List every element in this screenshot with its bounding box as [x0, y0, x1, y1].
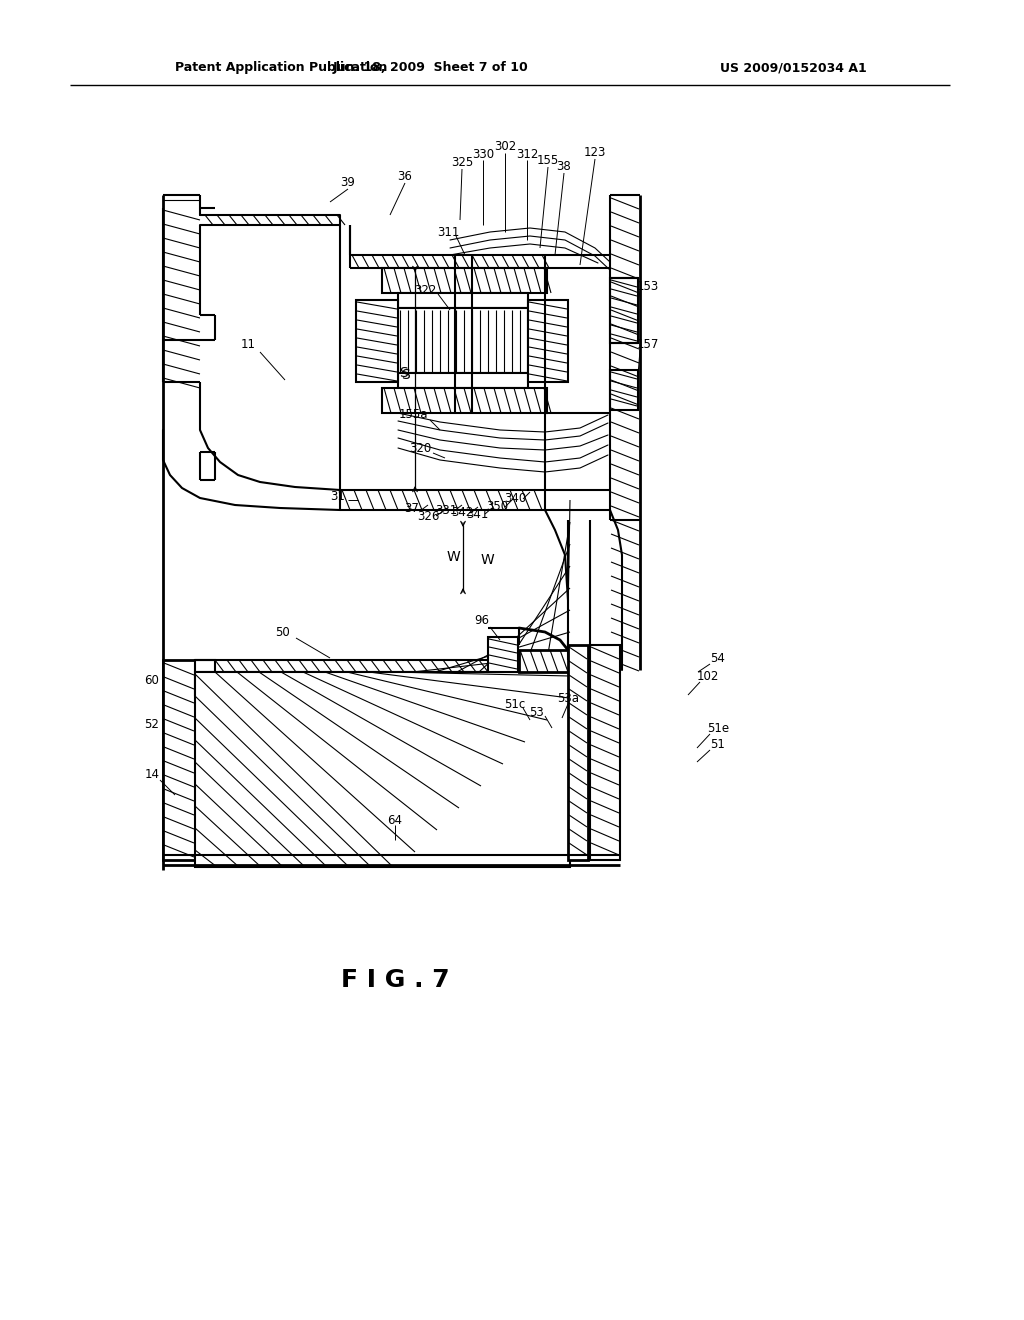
Text: 50: 50 — [275, 626, 291, 639]
Bar — [195, 660, 215, 696]
Text: 322: 322 — [414, 284, 436, 297]
Text: 54: 54 — [711, 652, 725, 664]
Text: 155: 155 — [537, 153, 559, 166]
Bar — [519, 649, 569, 672]
Text: F I G . 7: F I G . 7 — [341, 968, 450, 993]
Bar — [398, 374, 528, 388]
Text: 38: 38 — [557, 161, 571, 173]
Text: 37: 37 — [404, 503, 420, 516]
Text: 51c: 51c — [505, 697, 525, 710]
Text: 11: 11 — [241, 338, 256, 351]
Bar — [382, 388, 547, 413]
Bar — [356, 300, 398, 381]
Text: 123: 123 — [584, 147, 606, 160]
Text: 36: 36 — [397, 170, 413, 183]
Text: 320: 320 — [409, 441, 431, 454]
Bar — [210, 700, 228, 725]
Text: 53a: 53a — [557, 692, 579, 705]
Text: 350: 350 — [486, 500, 508, 513]
Text: 14: 14 — [144, 768, 160, 781]
Text: 341: 341 — [466, 507, 488, 520]
Text: 52: 52 — [144, 718, 160, 731]
Text: S: S — [398, 366, 408, 380]
Text: 157: 157 — [637, 338, 659, 351]
Bar — [488, 638, 518, 672]
Text: Jun. 18, 2009  Sheet 7 of 10: Jun. 18, 2009 Sheet 7 of 10 — [332, 62, 528, 74]
Text: 326: 326 — [417, 510, 439, 523]
Text: 325: 325 — [451, 156, 473, 169]
Bar — [610, 370, 638, 411]
Text: 96: 96 — [474, 615, 489, 627]
Text: 330: 330 — [472, 148, 494, 161]
Bar — [195, 672, 570, 867]
Bar — [382, 268, 547, 293]
Bar — [568, 645, 588, 861]
Text: 102: 102 — [696, 669, 719, 682]
Text: 311: 311 — [437, 226, 459, 239]
Text: 312: 312 — [516, 148, 539, 161]
Bar — [398, 308, 528, 374]
Text: S: S — [400, 368, 410, 381]
Text: Patent Application Publication: Patent Application Publication — [175, 62, 387, 74]
Text: W: W — [446, 550, 460, 564]
Text: 31: 31 — [331, 491, 345, 503]
Text: US 2009/0152034 A1: US 2009/0152034 A1 — [720, 62, 866, 74]
Text: 302: 302 — [494, 140, 516, 153]
Bar — [528, 300, 568, 381]
Text: 155a: 155a — [398, 408, 428, 421]
Text: 51: 51 — [711, 738, 725, 751]
Bar — [610, 279, 638, 343]
Text: W: W — [480, 553, 494, 568]
Text: 153: 153 — [637, 281, 659, 293]
Bar — [398, 293, 528, 308]
Text: 51e: 51e — [707, 722, 729, 734]
Text: 342: 342 — [451, 507, 473, 520]
Text: 331: 331 — [435, 504, 457, 517]
Text: 340: 340 — [504, 492, 526, 506]
Text: 60: 60 — [144, 673, 160, 686]
Text: 39: 39 — [341, 177, 355, 190]
Bar — [163, 660, 195, 861]
Text: 64: 64 — [387, 813, 402, 826]
Bar — [590, 645, 620, 861]
Text: 53: 53 — [529, 705, 545, 718]
